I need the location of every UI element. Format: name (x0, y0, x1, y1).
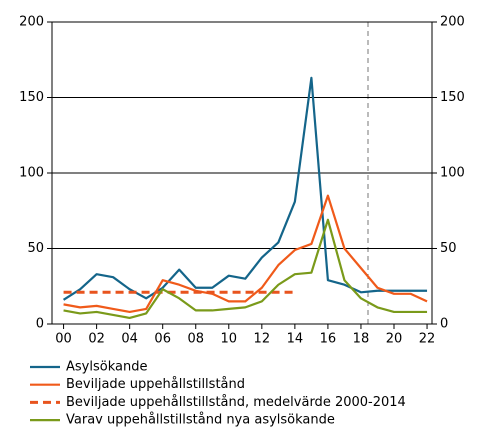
x-tick-label: 20 (386, 332, 403, 347)
y-tick-label: 100 (19, 166, 44, 181)
x-tick-label: 16 (320, 332, 337, 347)
y-tick-label: 0 (36, 317, 44, 332)
x-tick-label: 12 (254, 332, 271, 347)
x-tick-label: 10 (221, 332, 238, 347)
y2-tick-label: 150 (440, 90, 465, 105)
series-line (63, 194, 428, 314)
y-tick-label: 50 (27, 241, 44, 256)
y-tick-label: 200 (19, 15, 44, 30)
legend-label: Beviljade uppehållstillstånd (66, 377, 245, 392)
x-tick-label: 06 (154, 332, 171, 347)
y2-tick-label: 0 (440, 317, 448, 332)
x-tick-label: 04 (121, 332, 138, 347)
x-tick-label: 08 (187, 332, 204, 347)
x-tick-label: 14 (287, 332, 304, 347)
x-tick-label: 22 (419, 332, 436, 347)
series-line (62, 76, 428, 301)
x-tick-label: 00 (55, 332, 72, 347)
x-tick-label: 02 (88, 332, 105, 347)
legend-label: Beviljade uppehållstillstånd, medelvärde… (66, 395, 406, 410)
x-tick-label: 18 (353, 332, 370, 347)
y-tick-label: 150 (19, 90, 44, 105)
series-line (63, 218, 428, 320)
y2-tick-label: 50 (440, 241, 457, 256)
legend-label: Asylsökande (66, 360, 147, 375)
y2-tick-label: 200 (440, 15, 465, 30)
legend-label: Varav uppehållstillstånd nya asylsökande (66, 413, 335, 428)
y2-tick-label: 100 (440, 166, 465, 181)
